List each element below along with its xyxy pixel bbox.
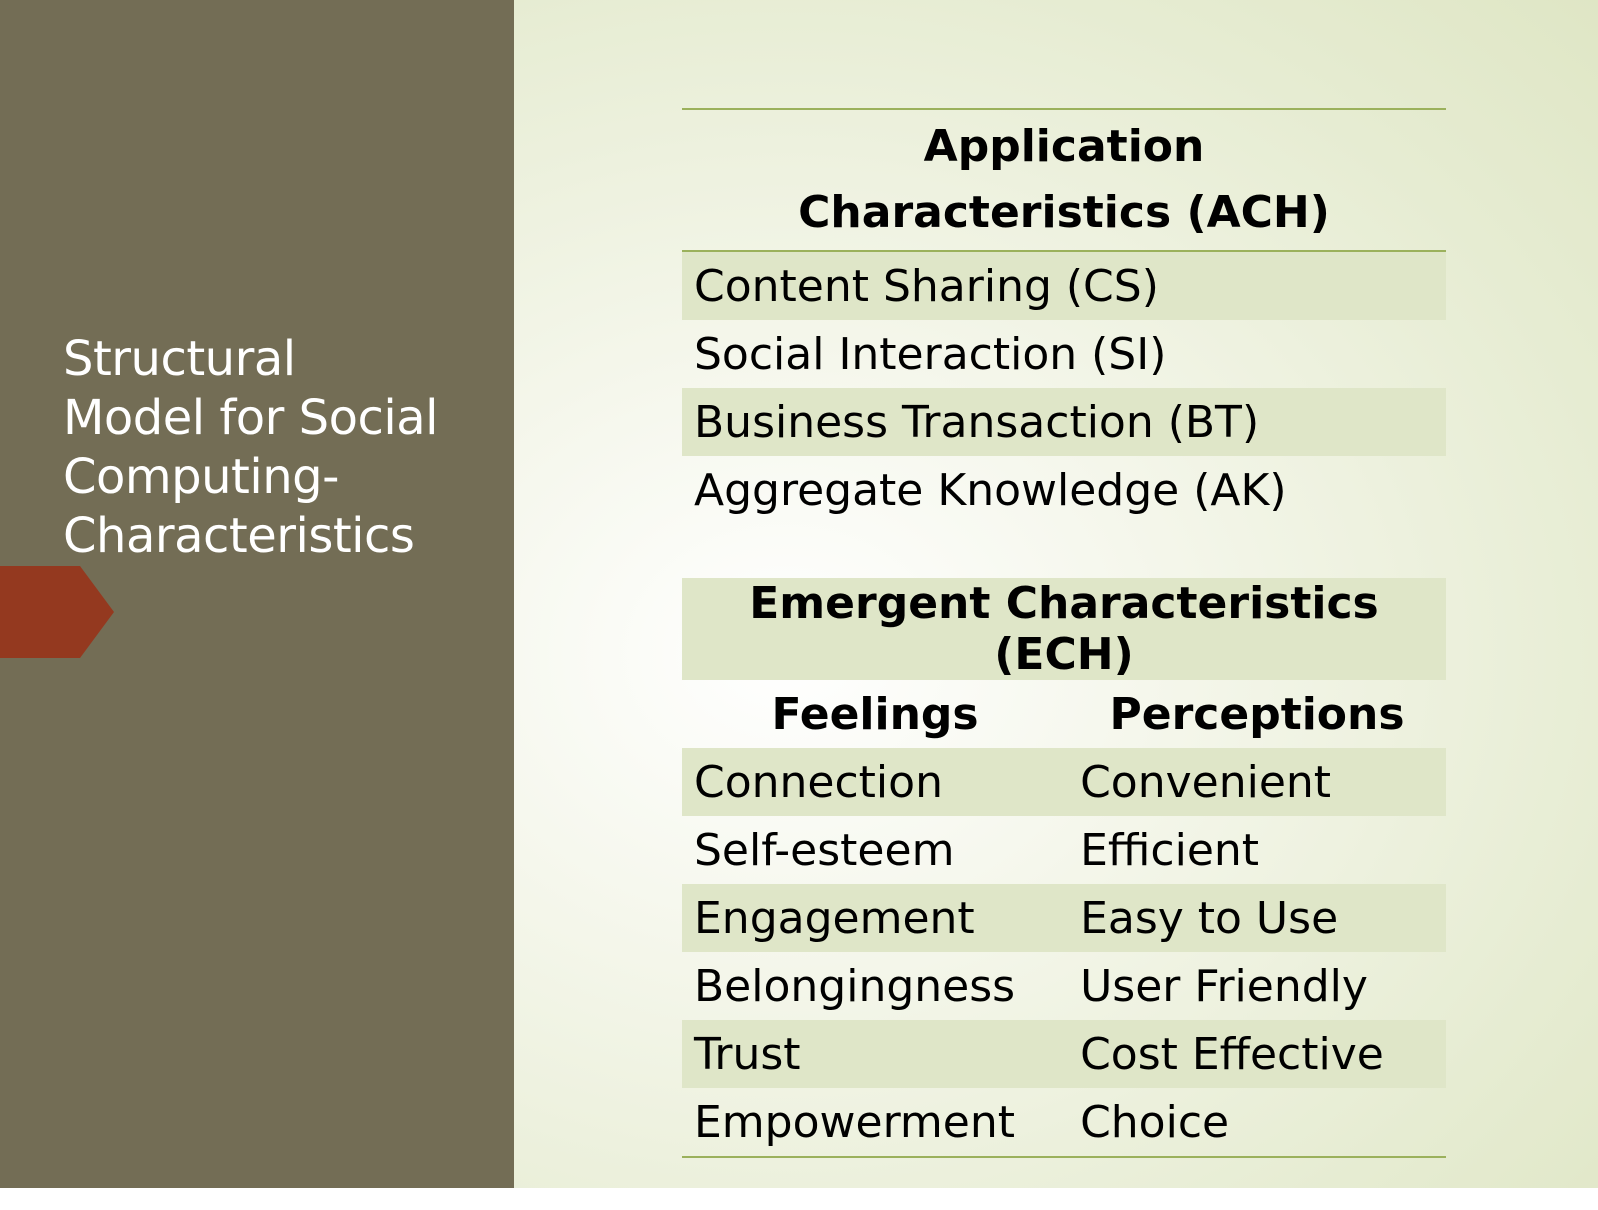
perception-cell: Efficient xyxy=(1080,824,1260,876)
ech-header-row: Emergent Characteristics (ECH) xyxy=(682,578,1446,680)
table-row: Social Interaction (SI) xyxy=(682,320,1446,388)
perception-cell: Choice xyxy=(1080,1096,1230,1148)
perception-cell: Convenient xyxy=(1080,756,1332,808)
ech-table: Emergent Characteristics (ECH) Feelings … xyxy=(682,578,1446,1158)
feeling-cell: Connection xyxy=(694,756,943,808)
table-row: Connection Convenient xyxy=(682,748,1446,816)
bottom-strip xyxy=(0,1188,1598,1210)
table-row: Business Transaction (BT) xyxy=(682,388,1446,456)
perception-cell: Cost Effective xyxy=(1080,1028,1384,1080)
feeling-cell: Belongingness xyxy=(694,960,1016,1012)
ach-heading: Application Characteristics (ACH) xyxy=(682,109,1446,252)
perception-cell: Easy to Use xyxy=(1080,892,1339,944)
ech-heading: Emergent Characteristics (ECH) xyxy=(749,578,1379,680)
feeling-cell: Trust xyxy=(694,1028,801,1080)
ach-cell: Social Interaction (SI) xyxy=(694,328,1167,380)
table-row: Content Sharing (CS) xyxy=(682,251,1446,320)
table-row: Empowerment Choice xyxy=(682,1088,1446,1157)
ech-column-header-row: Feelings Perceptions xyxy=(682,680,1446,748)
column-header-perceptions: Perceptions xyxy=(1109,688,1405,740)
slide-title: Structural Model for Social Computing- C… xyxy=(63,331,438,564)
table-row: Trust Cost Effective xyxy=(682,1020,1446,1088)
table-row: Belongingness User Friendly xyxy=(682,952,1446,1020)
table-row: Aggregate Knowledge (AK) xyxy=(682,456,1446,524)
ach-cell: Content Sharing (CS) xyxy=(694,260,1159,312)
ach-table: Application Characteristics (ACH) Conten… xyxy=(682,108,1446,524)
feeling-cell: Self-esteem xyxy=(694,824,955,876)
ach-cell: Aggregate Knowledge (AK) xyxy=(694,464,1287,516)
ach-cell: Business Transaction (BT) xyxy=(694,396,1260,448)
table-row: Self-esteem Efficient xyxy=(682,816,1446,884)
feeling-cell: Engagement xyxy=(694,892,975,944)
table-row: Engagement Easy to Use xyxy=(682,884,1446,952)
perception-cell: User Friendly xyxy=(1080,960,1368,1012)
column-header-feelings: Feelings xyxy=(771,688,979,740)
ach-header-row: Application Characteristics (ACH) xyxy=(682,109,1446,252)
feeling-cell: Empowerment xyxy=(694,1096,1015,1148)
